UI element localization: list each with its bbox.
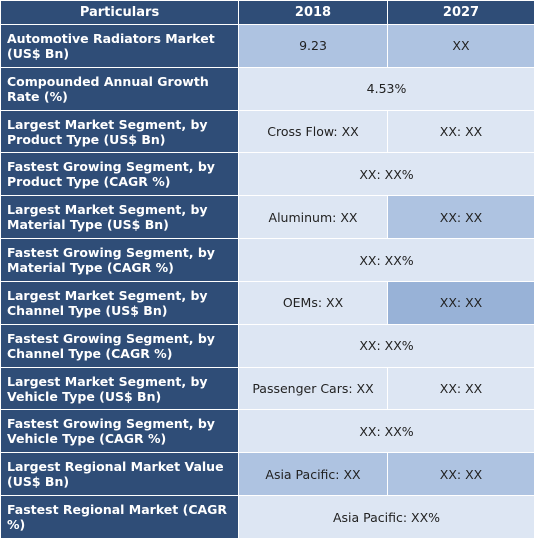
row-label: Fastest Growing Segment, by Channel Type… [0, 323, 239, 368]
row-label: Fastest Regional Market (CAGR %) [0, 495, 239, 539]
header-year-2018: 2018 [238, 0, 388, 25]
table-row: Fastest Growing Segment, by Channel Type… [0, 323, 534, 368]
header-particulars: Particulars [0, 0, 239, 25]
row-label: Largest Regional Market Value (US$ Bn) [0, 452, 239, 497]
table-row: Largest Market Segment, by Material Type… [0, 195, 534, 240]
table-row: Fastest Growing Segment, by Product Type… [0, 152, 534, 197]
table-row: Largest Market Segment, by Channel Type … [0, 280, 534, 325]
row-label: Largest Market Segment, by Channel Type … [0, 280, 239, 325]
row-label: Compounded Annual Growth Rate (%) [0, 66, 239, 111]
value-2018: OEMs: XX [238, 280, 388, 325]
table-row: Fastest Growing Segment, by Material Typ… [0, 238, 534, 282]
value-2027: XX: XX [387, 195, 534, 240]
value-2018: Asia Pacific: XX [238, 452, 388, 497]
header-year-2027: 2027 [387, 0, 534, 25]
value-merged: XX: XX% [238, 152, 534, 197]
table-row: Largest Market Segment, by Vehicle Type … [0, 366, 534, 411]
table-row: Fastest Regional Market (CAGR %) Asia Pa… [0, 495, 534, 539]
header-row: Particulars 2018 2027 [0, 0, 534, 25]
table-row: Largest Market Segment, by Product Type … [0, 109, 534, 154]
value-merged: XX: XX% [238, 323, 534, 368]
row-label: Largest Market Segment, by Vehicle Type … [0, 366, 239, 411]
value-merged: XX: XX% [238, 238, 534, 282]
value-merged: Asia Pacific: XX% [238, 495, 534, 539]
row-label: Fastest Growing Segment, by Vehicle Type… [0, 409, 239, 454]
table-row: Automotive Radiators Market (US$ Bn) 9.2… [0, 24, 534, 68]
row-label: Largest Market Segment, by Material Type… [0, 195, 239, 240]
row-label: Fastest Growing Segment, by Material Typ… [0, 238, 239, 282]
value-2018: Cross Flow: XX [238, 109, 388, 154]
value-2027: XX: XX [387, 109, 534, 154]
table-row: Fastest Growing Segment, by Vehicle Type… [0, 409, 534, 454]
value-2027: XX: XX [387, 280, 534, 325]
value-2018: Aluminum: XX [238, 195, 388, 240]
table-row: Largest Regional Market Value (US$ Bn) A… [0, 452, 534, 497]
value-merged: 4.53% [238, 66, 534, 111]
value-2018: Passenger Cars: XX [238, 366, 388, 411]
row-label: Fastest Growing Segment, by Product Type… [0, 152, 239, 197]
value-2018: 9.23 [238, 24, 388, 68]
value-2027: XX: XX [387, 452, 534, 497]
row-label: Largest Market Segment, by Product Type … [0, 109, 239, 154]
row-label: Automotive Radiators Market (US$ Bn) [0, 24, 239, 68]
value-2027: XX: XX [387, 366, 534, 411]
table-row: Compounded Annual Growth Rate (%) 4.53% [0, 66, 534, 111]
value-2027: XX [387, 24, 534, 68]
value-merged: XX: XX% [238, 409, 534, 454]
